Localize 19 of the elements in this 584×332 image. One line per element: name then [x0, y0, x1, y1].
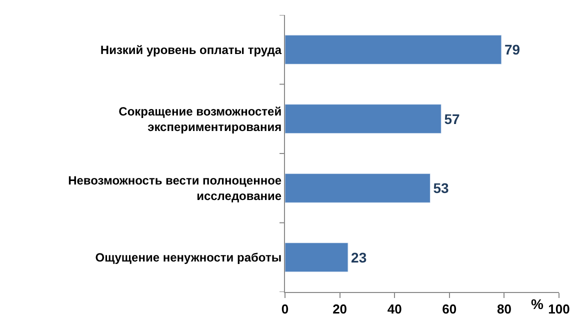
y-tick-label: Ощущение ненужности работы	[95, 250, 282, 265]
data-label: 53	[433, 180, 450, 196]
y-tick-label: Сокращение возможностей экспериментирования	[118, 104, 282, 134]
bar	[285, 34, 502, 64]
x-axis-title: %	[531, 296, 544, 312]
data-label: 79	[504, 42, 520, 58]
y-tick-label: Невозможность вести полноценное исследование	[68, 174, 282, 204]
x-tick-label: 60	[442, 302, 457, 317]
x-tick-label: 80	[496, 302, 512, 317]
x-tick-label: 0	[281, 302, 289, 317]
data-label: 57	[444, 110, 460, 127]
data-label: 23	[351, 249, 367, 266]
bar	[285, 242, 348, 272]
y-tick-label: Низкий уровень оплаты труда	[100, 42, 282, 57]
bar	[285, 173, 430, 203]
x-tick-label: 100	[548, 302, 570, 317]
bar	[285, 104, 442, 134]
x-tick-label: 20	[332, 302, 348, 317]
x-tick-label: 40	[387, 302, 402, 317]
